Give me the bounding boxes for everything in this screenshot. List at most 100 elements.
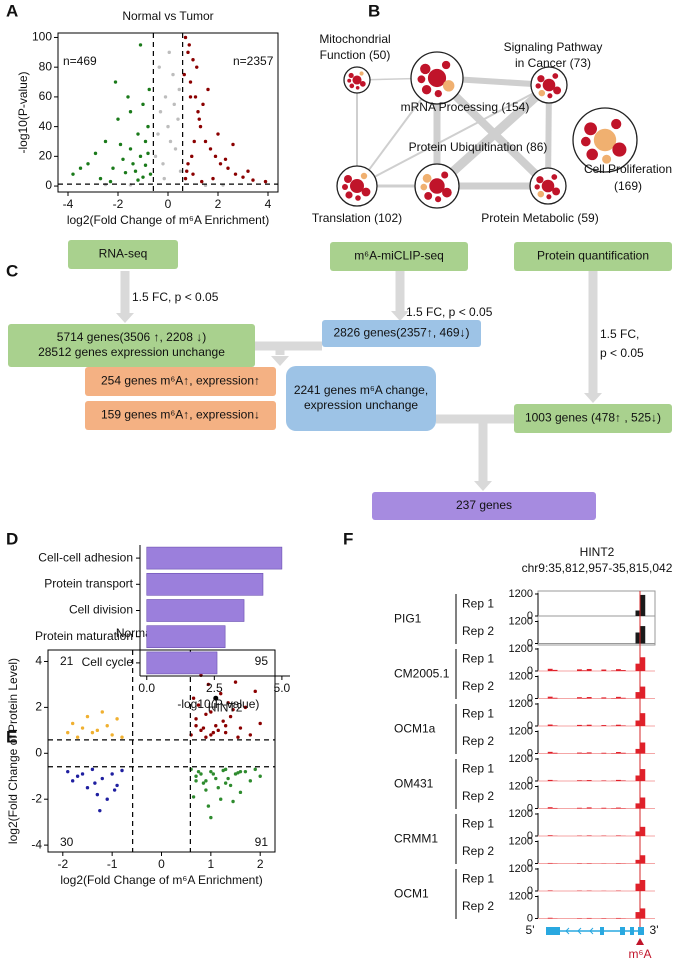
coverage-bar [640,657,646,671]
point [211,176,215,181]
point [241,175,245,179]
coverage-bar [552,669,558,671]
chart-subtitle: chr9:35,812,957-35,815,042 [522,561,673,575]
node-dot [441,60,451,70]
flow-arrowhead [474,481,492,491]
y-tick-label: 1200 [509,698,533,710]
node-dot [442,187,452,198]
plot-frame [47,649,276,853]
point [209,710,213,714]
replicate-label: Rep 2 [462,899,494,913]
coverage-bar [601,780,607,781]
coverage-bar [640,713,646,726]
node-dot [421,85,432,95]
point [238,726,243,730]
node-dot [553,86,562,95]
coverage-bar [640,855,646,864]
coverage-bar [547,779,553,781]
x-tick-label: -2 [57,857,68,871]
point [141,102,145,107]
node-label: Protein Metabolic (59) [481,211,598,225]
coverage-bar [586,668,592,671]
coverage-bar [601,807,607,809]
point [143,163,148,167]
flow-box-text: m⁶A-miCLIP-seq [354,249,444,263]
coverage-bar [620,725,626,726]
x-axis-label: log2(Fold Change of m⁶A Enrichment) [60,873,262,887]
y-tick-label: 2 [35,700,42,714]
gene-exon [620,927,625,935]
coverage-bar [616,752,621,754]
flow-arrowhead [271,356,289,366]
point [128,110,133,114]
point [219,691,223,696]
point [206,682,211,687]
point [66,730,70,735]
flow-box-text: 5714 genes(3506 ↑, 2208 ↓) [57,330,206,344]
node-dot [429,178,445,194]
node-dot [420,63,431,75]
y-tick-label: 1200 [509,670,533,682]
node-dot [420,183,428,191]
y-tick-label: -2 [31,791,42,805]
point [182,72,186,77]
sample-label: OCM1a [394,722,436,736]
point [111,166,115,170]
x-tick-label: 0 [158,857,165,871]
node-dot [537,190,545,198]
bar [146,625,226,649]
coverage-bar [581,697,587,699]
coverage-bar [635,883,641,891]
point [148,172,153,176]
flow-box-text: 254 genes m⁶A↑, expression↑ [101,374,260,388]
coverage-bar [616,917,621,919]
point [194,774,198,778]
point [190,154,194,159]
point [123,170,128,175]
point [163,95,168,99]
point [156,132,160,136]
flow-box [330,242,468,271]
point [226,166,230,170]
coverage-bar [577,724,582,726]
point [228,783,233,788]
gene-end-label: 5' [526,923,535,937]
y-tick-label: 1200 [509,863,533,875]
coverage-bar [635,720,641,726]
point [71,172,75,176]
flow-criterion: p < 0.05 [600,346,644,360]
y-tick-label: 1200 [509,890,533,902]
flow-criterion: 1.5 FC, p < 0.05 [406,305,493,319]
point [208,147,213,151]
y-tick-label: 0 [527,802,533,814]
point [218,162,223,166]
point [221,719,225,723]
coverage-bar [635,632,641,644]
point [93,781,97,785]
sample-label: OM431 [394,777,434,791]
point [86,162,90,166]
node-dot [541,179,555,193]
replicate-label: Rep 1 [462,652,494,666]
flow-box [514,404,672,433]
flow-box-text: Protein quantification [537,249,649,263]
flow-box-text: 1003 genes (478↑ , 525↓) [525,411,661,425]
y-tick-label: 0 [527,610,533,622]
node-dot [611,118,622,130]
coverage-bar [601,752,607,754]
flow-arrowhead [584,393,602,403]
point [200,179,204,184]
point [158,110,163,114]
y-tick-label: 0 [45,178,52,192]
point [231,799,235,804]
y-tick-label: 0 [527,665,533,677]
quadrant-count: 95 [255,654,269,668]
site-label: m⁶A [629,947,652,961]
point [251,178,255,182]
node-dot [441,171,449,179]
flow-arrowhead [391,311,409,321]
y-tick-label: 1200 [509,725,533,737]
point [110,733,114,737]
node-dot [345,191,353,199]
point [173,147,178,151]
